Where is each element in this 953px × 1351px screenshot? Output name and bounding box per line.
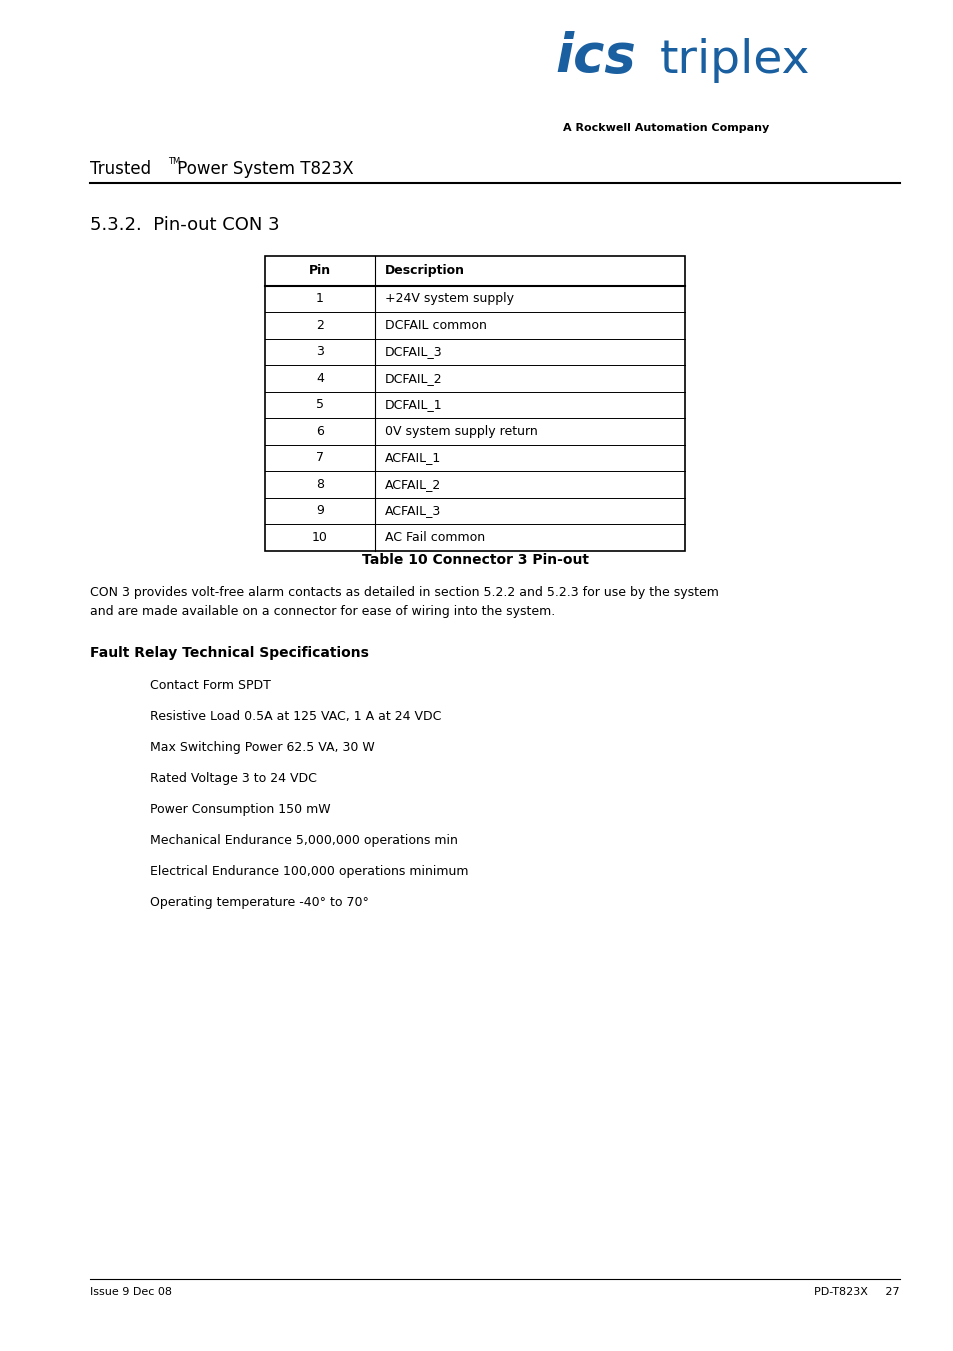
Text: AC Fail common: AC Fail common — [385, 531, 485, 543]
Text: CON 3 provides volt-free alarm contacts as detailed in section 5.2.2 and 5.2.3 f: CON 3 provides volt-free alarm contacts … — [90, 586, 719, 617]
Text: Mechanical Endurance 5,000,000 operations min: Mechanical Endurance 5,000,000 operation… — [150, 834, 457, 847]
Text: Power System T823X: Power System T823X — [172, 159, 354, 178]
Text: Fault Relay Technical Specifications: Fault Relay Technical Specifications — [90, 646, 369, 661]
Text: DCFAIL_2: DCFAIL_2 — [385, 372, 442, 385]
Text: triplex: triplex — [659, 38, 810, 82]
Text: Pin: Pin — [309, 265, 331, 277]
Text: DCFAIL common: DCFAIL common — [385, 319, 486, 332]
Bar — [265, 255, 684, 550]
Text: 7: 7 — [315, 451, 324, 465]
Text: Table 10 Connector 3 Pin-out: Table 10 Connector 3 Pin-out — [361, 553, 588, 567]
Text: 9: 9 — [315, 504, 324, 517]
Text: 10: 10 — [312, 531, 328, 543]
Text: 3: 3 — [315, 346, 324, 358]
Text: Trusted: Trusted — [90, 159, 151, 178]
Text: Electrical Endurance 100,000 operations minimum: Electrical Endurance 100,000 operations … — [150, 865, 468, 878]
Text: ACFAIL_1: ACFAIL_1 — [385, 451, 441, 465]
Text: 6: 6 — [315, 424, 324, 438]
Text: Max Switching Power 62.5 VA, 30 W: Max Switching Power 62.5 VA, 30 W — [150, 740, 375, 754]
Text: Contact Form SPDT: Contact Form SPDT — [150, 680, 271, 692]
Text: ACFAIL_3: ACFAIL_3 — [385, 504, 441, 517]
Text: 8: 8 — [315, 478, 324, 490]
Text: +24V system supply: +24V system supply — [385, 292, 514, 305]
Text: A Rockwell Automation Company: A Rockwell Automation Company — [562, 123, 768, 132]
Text: DCFAIL_1: DCFAIL_1 — [385, 399, 442, 411]
Text: 4: 4 — [315, 372, 324, 385]
Text: 2: 2 — [315, 319, 324, 332]
Text: Resistive Load 0.5A at 125 VAC, 1 A at 24 VDC: Resistive Load 0.5A at 125 VAC, 1 A at 2… — [150, 711, 441, 723]
Text: 5.3.2.  Pin-out CON 3: 5.3.2. Pin-out CON 3 — [90, 216, 279, 234]
Text: ACFAIL_2: ACFAIL_2 — [385, 478, 441, 490]
Text: 5: 5 — [315, 399, 324, 411]
Text: PD-T823X     27: PD-T823X 27 — [814, 1288, 899, 1297]
Text: Description: Description — [385, 265, 464, 277]
Text: Issue 9 Dec 08: Issue 9 Dec 08 — [90, 1288, 172, 1297]
Text: Power Consumption 150 mW: Power Consumption 150 mW — [150, 802, 331, 816]
Text: Rated Voltage 3 to 24 VDC: Rated Voltage 3 to 24 VDC — [150, 771, 316, 785]
Text: 0V system supply return: 0V system supply return — [385, 424, 537, 438]
Text: TM: TM — [168, 157, 180, 166]
Text: DCFAIL_3: DCFAIL_3 — [385, 346, 442, 358]
Text: 1: 1 — [315, 292, 324, 305]
Text: ics: ics — [555, 31, 635, 82]
Text: Operating temperature -40° to 70°: Operating temperature -40° to 70° — [150, 896, 369, 909]
